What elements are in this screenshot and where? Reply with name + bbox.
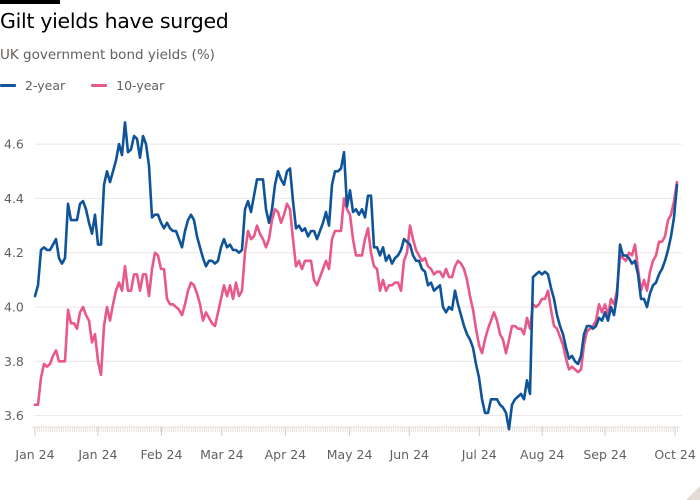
x-tick-label: Aug 24 — [520, 447, 564, 462]
chart-subtitle: UK government bond yields (%) — [0, 47, 215, 63]
brand-bar — [0, 0, 60, 4]
x-tick-label: Feb 24 — [140, 447, 182, 462]
y-tick-label: 3.8 — [4, 354, 24, 369]
y-tick-label: 4.6 — [4, 137, 24, 152]
gridlines — [35, 143, 682, 417]
series-line-10-year — [33, 180, 679, 407]
legend-label-10-year: 10-year — [116, 78, 165, 93]
legend-item-10-year: 10-year — [91, 78, 164, 93]
legend-label-2-year: 2-year — [25, 78, 66, 93]
x-tick-label: Jan 24 — [14, 447, 54, 462]
x-tick-label: Apr 24 — [265, 447, 307, 462]
legend-swatch-2-year — [0, 84, 16, 87]
legend-item-2-year: 2-year — [0, 78, 65, 93]
chart-title: Gilt yields have surged — [0, 9, 229, 33]
x-axis: Jan 24 Jan 24 Feb 24 Mar 24 Apr 24 May 24 Jun … — [14, 426, 696, 462]
series-line-2-year — [33, 121, 679, 431]
y-tick-label: 4.2 — [4, 245, 24, 260]
x-tick-label: Mar 24 — [200, 447, 244, 462]
x-tick-label: Jun 24 — [389, 447, 429, 462]
x-tick-label: Sep 24 — [583, 447, 626, 462]
legend: 2-year 10-year — [0, 78, 190, 93]
legend-swatch-10-year — [91, 84, 108, 87]
x-tick-label: May 24 — [327, 447, 373, 462]
y-axis-tick-labels: 3.6 3.8 4.0 4.2 4.4 4.6 — [4, 137, 24, 424]
x-tick-label: Jan 24 — [77, 447, 117, 462]
series-lines — [33, 121, 679, 431]
y-tick-label: 3.6 — [4, 408, 24, 423]
x-tick-label: Oct 24 — [654, 447, 696, 462]
x-tick-label: Jul 24 — [461, 447, 497, 462]
y-tick-label: 4.4 — [4, 191, 24, 206]
corner-fold — [686, 486, 700, 500]
y-tick-label: 4.0 — [4, 300, 24, 315]
